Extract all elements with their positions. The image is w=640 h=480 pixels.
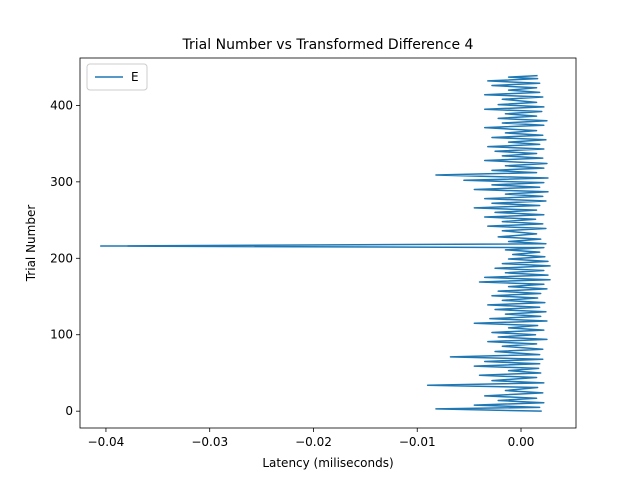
y-tick-label: 100 [50,328,73,342]
y-axis-label: Trial Number [24,205,38,283]
x-tick-label: −0.02 [295,435,332,449]
y-tick-label: 400 [50,98,73,112]
x-tick-label: −0.01 [399,435,436,449]
y-tick-label: 200 [50,251,73,265]
legend-label-e: E [131,70,139,84]
plot-area [100,74,551,412]
x-axis-ticks: −0.04 −0.03 −0.02 −0.01 0.00 [88,428,535,449]
y-axis-ticks: 0 100 200 300 400 [50,98,80,418]
legend: E [86,63,148,91]
x-tick-label: 0.00 [508,435,535,449]
x-axis-label: Latency (miliseconds) [262,456,393,470]
x-tick-label: −0.04 [88,435,125,449]
y-tick-label: 0 [65,404,73,418]
x-tick-label: −0.03 [191,435,228,449]
y-tick-label: 300 [50,175,73,189]
series-line-e [100,74,551,412]
axes-frame [79,57,577,429]
chart-title: Trial Number vs Transformed Difference 4 [182,37,474,53]
